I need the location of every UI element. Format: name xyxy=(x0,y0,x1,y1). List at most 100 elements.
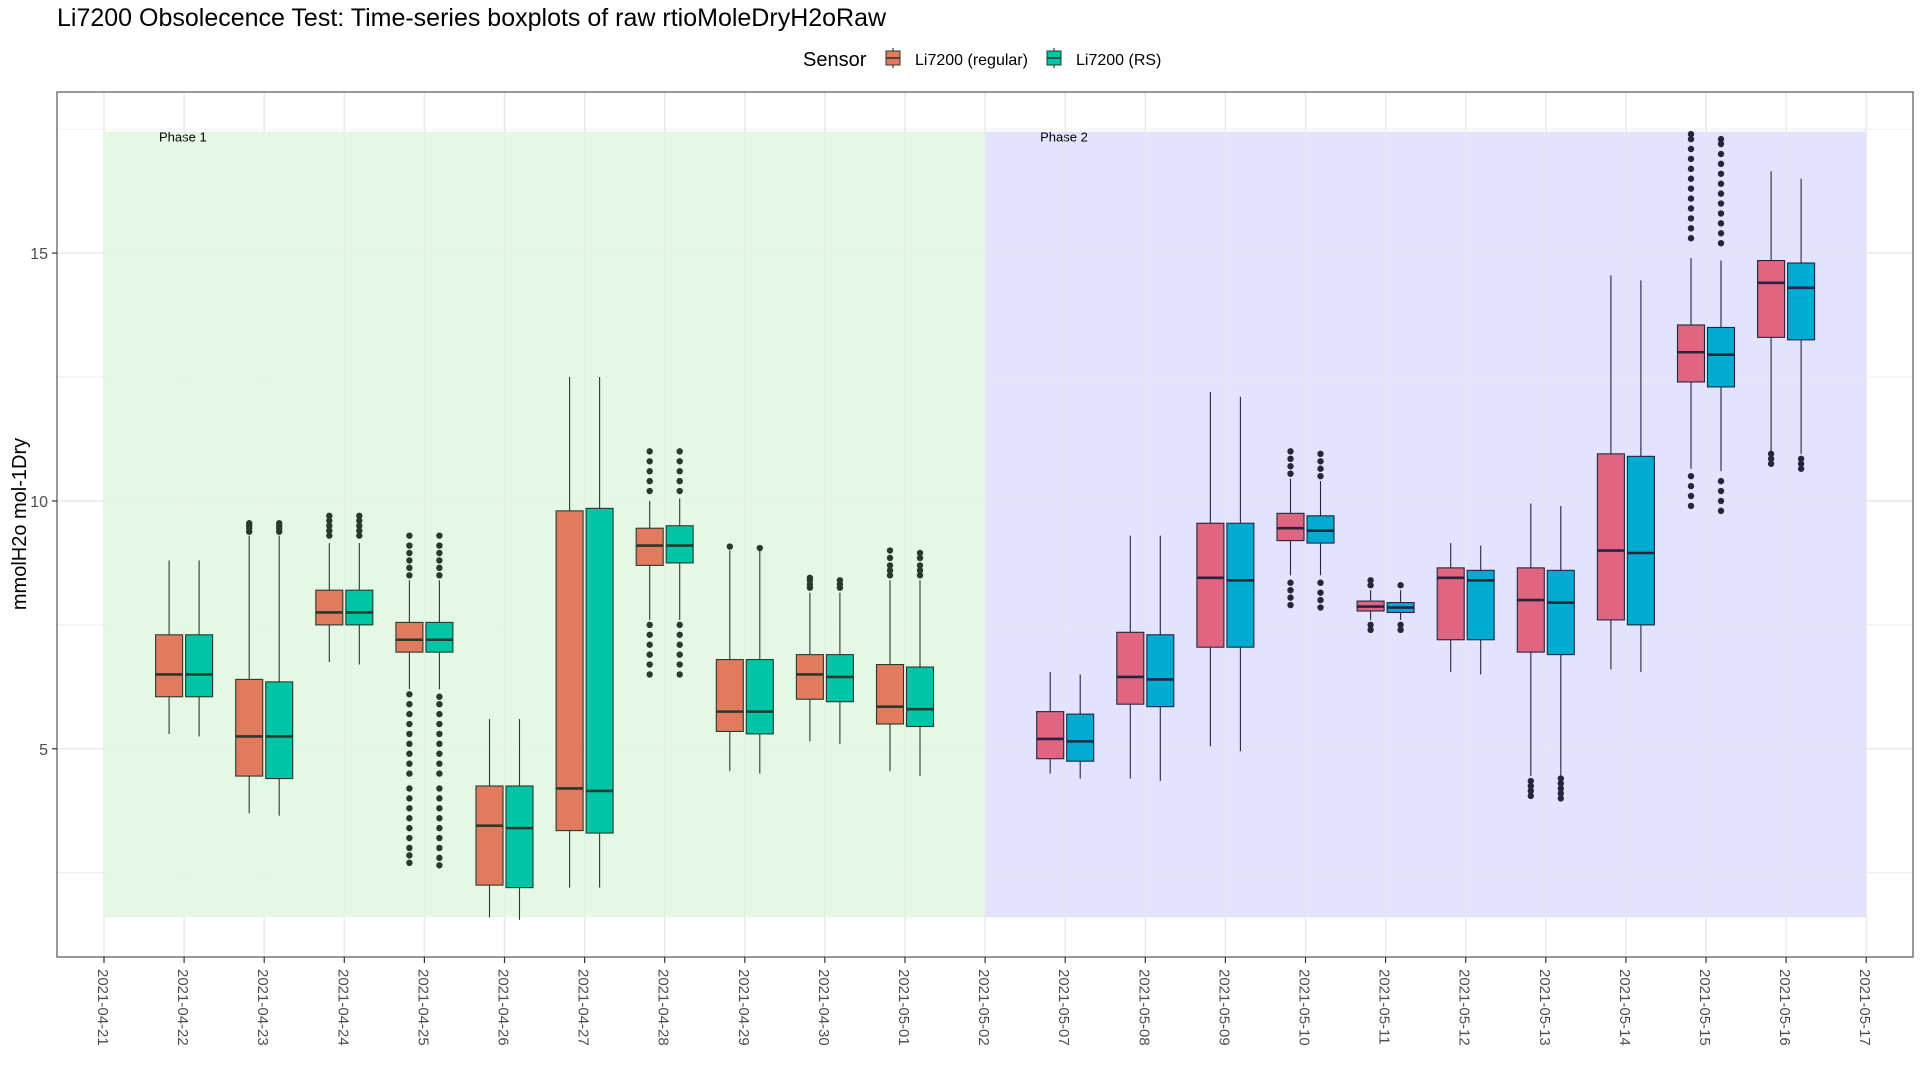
box-iqr xyxy=(475,785,504,886)
outlier-point xyxy=(676,448,683,455)
outlier-point xyxy=(406,542,413,549)
outlier-point xyxy=(646,661,653,668)
x-tick-label: 2021-04-26 xyxy=(495,969,512,1046)
box-iqr xyxy=(1466,569,1495,641)
outlier-point xyxy=(1717,150,1725,158)
box-rs-2021-05-09 xyxy=(1226,396,1255,752)
outlier-point xyxy=(436,824,443,832)
y-tick-label: 15 xyxy=(30,246,48,263)
outlier-point xyxy=(1717,220,1725,227)
box-rs-2021-04-29 xyxy=(745,544,774,774)
box-regular-2021-04-24 xyxy=(315,512,344,663)
outlier-point xyxy=(676,631,683,638)
x-tick-label: 2021-05-10 xyxy=(1296,969,1313,1046)
box-iqr xyxy=(425,621,454,653)
outlier-point xyxy=(646,448,653,455)
legend-title: Sensor xyxy=(803,49,867,71)
box-regular-2021-05-09 xyxy=(1196,391,1225,747)
outlier-point xyxy=(806,574,814,581)
outlier-point xyxy=(1287,601,1294,609)
outlier-point xyxy=(1317,589,1324,596)
legend-label-rs: Li7200 (RS) xyxy=(1076,52,1161,69)
box-iqr xyxy=(1116,631,1145,705)
outlier-point xyxy=(406,770,413,777)
outlier-point xyxy=(436,760,443,767)
box-rs-2021-05-15 xyxy=(1706,135,1736,515)
outlier-point xyxy=(436,750,443,757)
outlier-point xyxy=(916,562,924,569)
y-axis-label: mmolH2o mol-1Dry xyxy=(9,438,31,610)
outlier-point xyxy=(916,572,924,579)
outlier-point xyxy=(1687,155,1695,163)
outlier-point xyxy=(646,487,653,495)
outlier-point xyxy=(1717,140,1725,148)
outlier-point xyxy=(436,720,443,728)
outlier-point xyxy=(1687,502,1695,510)
outlier-point xyxy=(886,547,894,554)
box-rs-2021-04-25 xyxy=(425,532,454,869)
outlier-point xyxy=(1687,205,1695,212)
box-iqr xyxy=(1146,634,1175,708)
x-tick-label: 2021-05-14 xyxy=(1616,969,1633,1046)
box-iqr xyxy=(1196,522,1225,648)
phase-region-1 xyxy=(104,131,986,918)
outlier-point xyxy=(1687,165,1695,173)
outlier-point xyxy=(726,543,733,550)
box-regular-2021-05-14 xyxy=(1596,275,1625,670)
box-iqr xyxy=(1787,262,1816,341)
outlier-point xyxy=(676,621,683,629)
x-tick-label: 2021-05-01 xyxy=(895,969,912,1046)
box-regular-2021-05-12 xyxy=(1436,543,1465,672)
box-iqr xyxy=(155,634,184,698)
outlier-point xyxy=(436,710,443,718)
x-tick-label: 2021-05-07 xyxy=(1055,969,1072,1046)
box-iqr xyxy=(905,666,935,728)
outlier-point xyxy=(1687,472,1695,480)
box-regular-2021-04-27 xyxy=(555,377,584,888)
outlier-point xyxy=(1767,455,1775,463)
outlier-point xyxy=(1287,448,1294,455)
box-iqr xyxy=(1066,713,1095,762)
outlier-point xyxy=(1717,180,1725,187)
x-tick-label: 2021-04-24 xyxy=(334,969,351,1046)
legend-key-regular xyxy=(885,48,901,68)
outlier-point xyxy=(1717,160,1725,168)
outlier-point xyxy=(676,477,683,485)
x-tick-label: 2021-05-02 xyxy=(975,969,992,1046)
box-regular-2021-05-13 xyxy=(1516,503,1545,800)
outlier-point xyxy=(1557,795,1565,802)
outlier-point xyxy=(356,522,363,529)
outlier-point xyxy=(1287,594,1294,601)
outlier-point xyxy=(1527,787,1535,795)
box-regular-2021-05-16 xyxy=(1757,171,1786,467)
box-iqr xyxy=(315,589,344,626)
outlier-point xyxy=(326,527,333,534)
x-tick-label: 2021-04-27 xyxy=(575,969,592,1046)
outlier-point xyxy=(1797,455,1805,463)
box-iqr xyxy=(1626,455,1655,626)
outlier-point xyxy=(436,785,443,792)
outlier-point xyxy=(436,862,443,869)
outlier-point xyxy=(1767,460,1775,467)
box-regular-2021-04-28 xyxy=(635,448,664,678)
outlier-point xyxy=(406,844,413,852)
x-tick-label: 2021-05-13 xyxy=(1536,969,1553,1046)
box-rs-2021-05-08 xyxy=(1146,535,1175,782)
outlier-point xyxy=(916,567,924,574)
box-iqr xyxy=(1226,522,1255,648)
box-regular-2021-05-15 xyxy=(1676,130,1706,510)
outlier-point xyxy=(1367,621,1374,629)
box-iqr xyxy=(1757,259,1786,338)
box-regular-2021-05-01 xyxy=(875,547,905,772)
outlier-point xyxy=(1717,487,1725,495)
outlier-point xyxy=(406,805,413,812)
box-rs-2021-04-30 xyxy=(825,577,854,744)
x-tick-label: 2021-05-16 xyxy=(1776,969,1793,1046)
y-tick-label: 10 xyxy=(30,494,48,511)
x-tick-label: 2021-04-28 xyxy=(655,969,672,1046)
outlier-point xyxy=(1287,579,1294,586)
box-iqr xyxy=(1546,569,1575,656)
outlier-point xyxy=(1687,130,1695,138)
outlier-point xyxy=(326,517,333,524)
